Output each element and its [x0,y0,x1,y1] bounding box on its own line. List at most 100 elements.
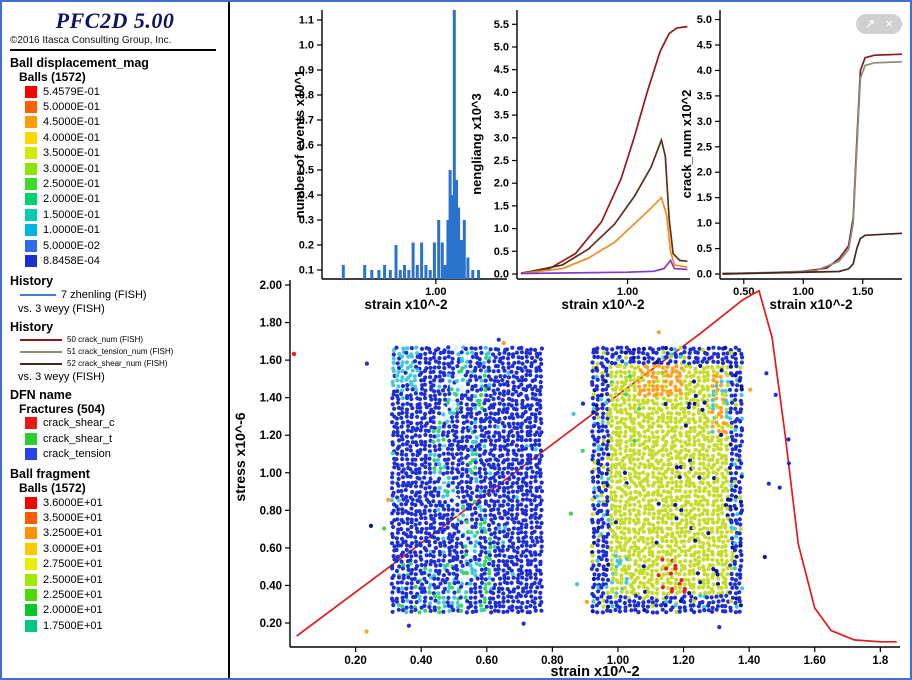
color-swatch [25,239,37,252]
svg-text:5.0: 5.0 [697,14,712,26]
svg-text:0.5: 0.5 [494,246,509,258]
svg-text:1.20: 1.20 [672,655,694,667]
line-sample [20,338,62,341]
color-swatch [25,193,37,206]
svg-text:1.0: 1.0 [299,40,314,52]
legend-entry: 1.0000E-01 [25,223,220,238]
legend-entry: 3.0000E-01 [25,161,220,176]
legend-entry: 3.6000E+01 [25,495,220,510]
svg-text:3.0: 3.0 [697,116,712,128]
ball-fragment-heading: Ball fragment [10,466,90,481]
history-series-row: 51 crack_tension_num (FISH) [20,346,220,358]
svg-text:strain x10^-2: strain x10^-2 [770,297,853,312]
history-1-vs: vs. 3 weyy (FISH) [18,302,105,315]
legend-entry: 4.0000E-01 [25,130,220,145]
legend-entry: 3.5000E+01 [25,510,220,525]
legend-entry: 2.5000E+01 [25,572,220,587]
legend-label: 2.2500E+01 [43,588,103,601]
app-title: PFC2D 5.00 [55,8,175,33]
color-swatch [25,496,37,509]
color-swatch [25,208,37,221]
history-2-heading: History [10,319,54,334]
legend-entry: 3.2500E+01 [25,526,220,541]
color-swatch [25,588,37,601]
svg-text:1.5: 1.5 [494,200,509,212]
legend-entry: crack_shear_c [25,416,220,431]
svg-text:0.9: 0.9 [299,65,314,77]
legend-label: 3.0000E+01 [43,542,103,555]
svg-text:2.0: 2.0 [494,178,509,190]
history-1-section: History 7 zhenling (FISH) vs. 3 weyy (FI… [10,274,220,315]
svg-text:strain x10^-2: strain x10^-2 [562,297,645,312]
color-swatch [25,178,37,191]
svg-text:5.0: 5.0 [494,42,509,54]
svg-text:0.40: 0.40 [260,580,282,592]
svg-text:0.20: 0.20 [260,618,282,630]
svg-text:0.2: 0.2 [299,240,314,252]
svg-text:0.5: 0.5 [697,243,712,255]
history-label: 51 crack_tension_num (FISH) [67,347,174,357]
ball-fragment-legend: 3.6000E+01 3.5000E+01 3.2500E+01 3.0000E+01… [10,495,220,634]
color-swatch [25,85,37,98]
svg-text:0.7: 0.7 [299,115,314,127]
line-sample [20,362,62,365]
legend-entry: 1.5000E-01 [25,207,220,222]
color-swatch [25,116,37,129]
svg-text:1.00: 1.00 [793,286,814,298]
color-swatch [25,131,37,144]
legend-label: 3.2500E+01 [43,527,103,540]
svg-text:4.0: 4.0 [494,87,509,99]
legend-entry: 8.8458E-04 [25,253,220,268]
svg-text:2.5: 2.5 [494,155,509,167]
legend-label: 2.0000E+01 [43,604,103,617]
svg-text:1.40: 1.40 [260,393,282,405]
legend-entry: 5.0000E-02 [25,238,220,253]
legend-label: 4.5000E-01 [43,116,100,129]
legend-label: 3.0000E-01 [43,162,100,175]
close-icon[interactable]: × [885,16,893,31]
svg-text:0.60: 0.60 [260,543,282,555]
dfn-heading: DFN name [10,387,72,402]
svg-text:nengliang x10^3: nengliang x10^3 [469,93,484,195]
legend-entry: 3.0000E+01 [25,541,220,556]
legend-label: 5.0000E-01 [43,101,100,114]
svg-text:crack_num x10^2: crack_num x10^2 [679,90,694,199]
history-series-row: 52 crack_shear_num (FISH) [20,358,220,370]
legend-entry: 2.0000E-01 [25,192,220,207]
svg-text:1.40: 1.40 [738,655,760,667]
svg-text:0.3: 0.3 [299,215,314,227]
legend-label: 2.0000E-01 [43,193,100,206]
color-swatch [25,573,37,586]
svg-text:strain x10^-2: strain x10^-2 [550,664,639,678]
svg-text:0.4: 0.4 [299,190,315,202]
ball-displacement-heading: Ball displacement_mag [10,56,149,70]
svg-text:1.8: 1.8 [872,655,889,667]
svg-text:1.00: 1.00 [260,468,282,480]
legend-entry: 2.2500E+01 [25,587,220,602]
ball-fragment-section: Ball fragment Balls (1572) 3.6000E+01 3.5… [10,467,220,634]
color-swatch [25,224,37,237]
history-series-row: 7 zhenling (FISH) [20,288,220,302]
legend-entry: 3.5000E-01 [25,146,220,161]
svg-text:2.5: 2.5 [697,141,712,153]
dfn-group: Fractures (504) [19,401,106,416]
export-icon[interactable]: ↗ [864,16,876,31]
legend-entry: 1.7500E+01 [25,618,220,633]
legend-label: crack_tension [43,448,111,461]
legend-entry: 2.0000E+01 [25,603,220,618]
svg-text:0.60: 0.60 [476,655,498,667]
color-swatch [25,542,37,555]
svg-text:5.5: 5.5 [494,19,509,31]
legend-label: 3.6000E+01 [43,496,103,509]
legend-entry: 2.7500E+01 [25,556,220,571]
svg-text:0.20: 0.20 [344,655,366,667]
svg-text:4.0: 4.0 [697,65,712,77]
svg-text:3.5: 3.5 [494,110,509,122]
svg-text:0.0: 0.0 [494,269,509,281]
history-series-row: 50 crack_num (FISH) [20,334,220,346]
legend-label: 2.5000E-01 [43,178,100,191]
color-swatch [25,604,37,617]
svg-text:0.40: 0.40 [410,655,432,667]
